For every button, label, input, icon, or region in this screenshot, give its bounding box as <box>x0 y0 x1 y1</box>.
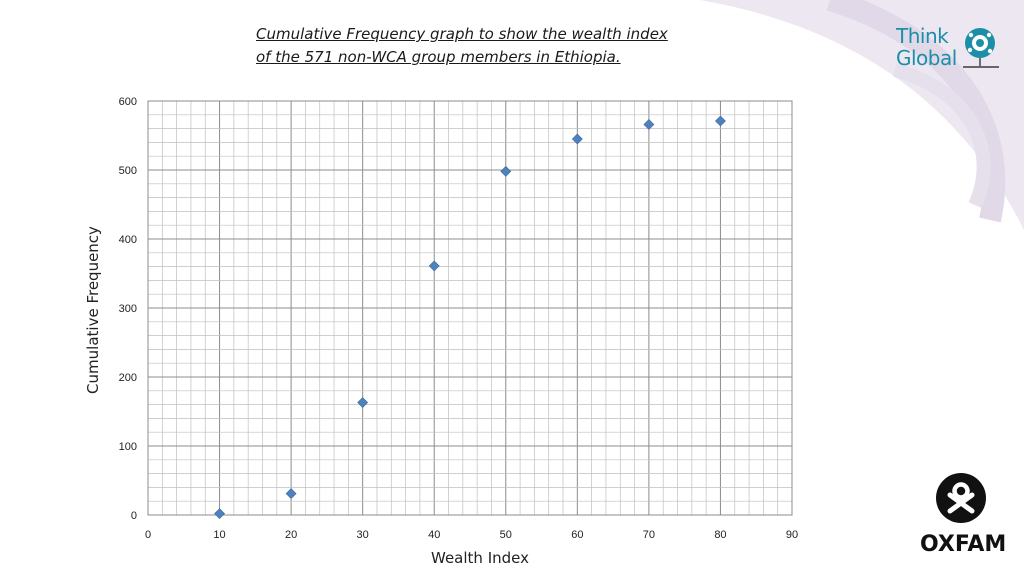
think-global-logo: Think Global <box>893 22 1003 76</box>
data-point <box>357 397 369 408</box>
chart-tick-labels: 0 10 20 30 40 50 60 70 80 90 0 100 200 300 400 500 600 <box>119 96 798 541</box>
data-point <box>715 115 726 127</box>
x-tick-label: 50 <box>500 529 512 541</box>
plot-frame <box>147 100 793 516</box>
x-tick-label: 90 <box>786 529 798 541</box>
x-tick-label: 70 <box>643 529 655 541</box>
chart-title-line-2: of the 571 non-WCA group members in Ethi… <box>256 48 621 66</box>
data-point <box>643 119 655 130</box>
oxfam-logo: OXFAM <box>920 470 1007 560</box>
chart-points <box>214 115 726 520</box>
y-tick-label: 500 <box>119 165 137 177</box>
x-tick-label: 10 <box>213 529 225 541</box>
y-tick-label: 400 <box>119 234 137 246</box>
think-global-logo-line1: Think <box>896 24 949 48</box>
data-point <box>500 165 512 177</box>
data-point <box>428 260 440 272</box>
y-tick-label: 300 <box>119 303 137 315</box>
data-point <box>571 133 583 145</box>
x-tick-label: 30 <box>357 529 369 541</box>
chart-title-line-1: Cumulative Frequency graph to show the w… <box>256 25 668 43</box>
data-point <box>285 488 297 500</box>
y-axis-title: Cumulative Frequency <box>84 226 102 394</box>
y-tick-label: 100 <box>119 441 137 453</box>
y-tick-label: 600 <box>119 96 137 108</box>
think-global-logo-line2: Global <box>896 46 957 70</box>
x-tick-label: 40 <box>428 529 440 541</box>
y-tick-label: 200 <box>119 372 137 384</box>
x-tick-label: 0 <box>145 529 151 541</box>
x-tick-label: 60 <box>571 529 583 541</box>
oxfam-icon <box>936 473 986 523</box>
x-axis-title: Wealth Index <box>431 549 529 567</box>
x-tick-label: 80 <box>714 529 726 541</box>
oxfam-logo-text: OXFAM <box>920 532 1007 557</box>
x-tick-label: 20 <box>285 529 297 541</box>
y-tick-label: 0 <box>131 510 137 522</box>
globe-icon <box>963 28 999 68</box>
chart-grid <box>147 100 793 516</box>
data-point <box>214 508 225 520</box>
